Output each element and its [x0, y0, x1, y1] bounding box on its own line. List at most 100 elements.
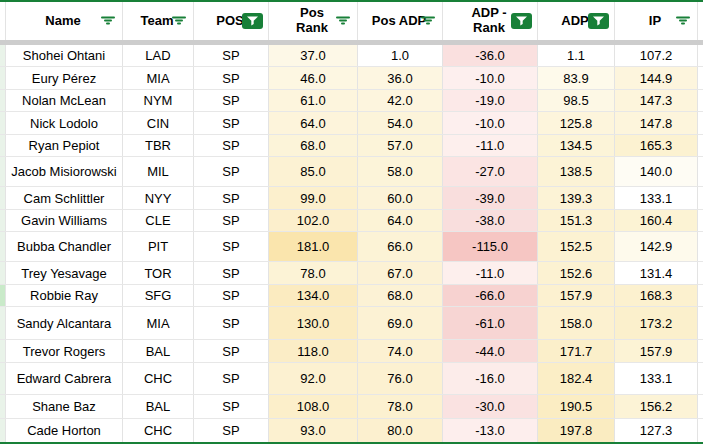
column-header-name[interactable]: Name: [6, 2, 123, 40]
cell-adp[interactable]: 83.9: [538, 67, 615, 89]
cell-adp_rank[interactable]: -30.0: [443, 395, 538, 418]
cell-pos_rank[interactable]: 93.0: [269, 419, 358, 442]
cell-ip[interactable]: 147.3: [615, 90, 698, 111]
column-header-pos_adp[interactable]: Pos ADP: [358, 2, 443, 40]
cell-adp_rank[interactable]: -39.0: [443, 187, 538, 209]
cell-adp_rank[interactable]: -66.0: [443, 285, 538, 306]
cell-adp[interactable]: 182.4: [538, 363, 615, 394]
cell-ip[interactable]: 165.3: [615, 135, 698, 156]
column-header-ip[interactable]: IP: [615, 2, 698, 40]
cell-pos_adp[interactable]: 68.0: [358, 285, 443, 306]
cell-adp_rank[interactable]: -11.0: [443, 135, 538, 156]
cell-pos_adp[interactable]: 1.0: [358, 45, 443, 66]
cell-adp_rank[interactable]: -19.0: [443, 90, 538, 111]
cell-adp_rank[interactable]: -27.0: [443, 157, 538, 186]
cell-pos_rank[interactable]: 46.0: [269, 67, 358, 89]
cell-pos_adp[interactable]: 36.0: [358, 67, 443, 89]
cell-pos_adp[interactable]: 76.0: [358, 363, 443, 394]
cell-pos[interactable]: SP: [194, 187, 269, 209]
cell-pos_rank[interactable]: 99.0: [269, 187, 358, 209]
cell-team[interactable]: CHC: [123, 363, 194, 394]
cell-pos_rank[interactable]: 78.0: [269, 262, 358, 284]
cell-adp[interactable]: 125.8: [538, 112, 615, 134]
cell-pos_adp[interactable]: 58.0: [358, 157, 443, 186]
column-header-pos[interactable]: POS: [194, 2, 269, 40]
cell-team[interactable]: MIA: [123, 67, 194, 89]
cell-adp[interactable]: 157.9: [538, 285, 615, 306]
cell-pos_rank[interactable]: 118.0: [269, 340, 358, 362]
filter-button-icon[interactable]: [588, 13, 609, 29]
cell-adp_rank[interactable]: -11.0: [443, 262, 538, 284]
cell-pos_adp[interactable]: 78.0: [358, 395, 443, 418]
cell-adp[interactable]: 1.1: [538, 45, 615, 66]
column-header-pos_rank[interactable]: Pos Rank: [269, 2, 358, 40]
cell-pos_adp[interactable]: 42.0: [358, 90, 443, 111]
column-header-team[interactable]: Team: [123, 2, 194, 40]
cell-ip[interactable]: 156.2: [615, 395, 698, 418]
cell-adp[interactable]: 139.3: [538, 187, 615, 209]
cell-ip[interactable]: 144.9: [615, 67, 698, 89]
cell-pos[interactable]: SP: [194, 90, 269, 111]
cell-pos[interactable]: SP: [194, 363, 269, 394]
cell-pos[interactable]: SP: [194, 135, 269, 156]
cell-team[interactable]: PIT: [123, 232, 194, 261]
cell-name[interactable]: Ryan Pepiot: [6, 135, 123, 156]
filter-button-icon[interactable]: [242, 13, 263, 29]
cell-pos_rank[interactable]: 92.0: [269, 363, 358, 394]
cell-pos_adp[interactable]: 54.0: [358, 112, 443, 134]
cell-team[interactable]: SFG: [123, 285, 194, 306]
cell-ip[interactable]: 107.2: [615, 45, 698, 66]
cell-adp[interactable]: 197.8: [538, 419, 615, 442]
cell-name[interactable]: Bubba Chandler: [6, 232, 123, 261]
cell-adp_rank[interactable]: -44.0: [443, 340, 538, 362]
cell-adp_rank[interactable]: -13.0: [443, 419, 538, 442]
cell-adp_rank[interactable]: -16.0: [443, 363, 538, 394]
cell-ip[interactable]: 131.4: [615, 262, 698, 284]
cell-pos_rank[interactable]: 181.0: [269, 232, 358, 261]
filter-lines-icon[interactable]: [172, 17, 186, 26]
cell-name[interactable]: Robbie Ray: [6, 285, 123, 306]
cell-ip[interactable]: 157.9: [615, 340, 698, 362]
cell-pos_adp[interactable]: 80.0: [358, 419, 443, 442]
cell-adp_rank[interactable]: -61.0: [443, 307, 538, 339]
filter-button-icon[interactable]: [511, 13, 532, 29]
cell-adp[interactable]: 171.7: [538, 340, 615, 362]
filter-lines-icon[interactable]: [336, 17, 350, 26]
cell-ip[interactable]: 160.4: [615, 210, 698, 231]
cell-team[interactable]: BAL: [123, 395, 194, 418]
cell-adp[interactable]: 158.0: [538, 307, 615, 339]
cell-ip[interactable]: 127.3: [615, 419, 698, 442]
cell-pos_rank[interactable]: 61.0: [269, 90, 358, 111]
cell-pos[interactable]: SP: [194, 340, 269, 362]
cell-ip[interactable]: 142.9: [615, 232, 698, 261]
cell-ip[interactable]: 140.0: [615, 157, 698, 186]
cell-pos[interactable]: SP: [194, 157, 269, 186]
cell-pos[interactable]: SP: [194, 262, 269, 284]
cell-team[interactable]: CHC: [123, 419, 194, 442]
cell-adp[interactable]: 152.6: [538, 262, 615, 284]
cell-pos_rank[interactable]: 85.0: [269, 157, 358, 186]
cell-adp[interactable]: 138.5: [538, 157, 615, 186]
cell-pos_rank[interactable]: 37.0: [269, 45, 358, 66]
filter-lines-icon[interactable]: [421, 17, 435, 26]
cell-pos[interactable]: SP: [194, 285, 269, 306]
column-header-adp_rank[interactable]: ADP - Rank: [443, 2, 538, 40]
cell-adp[interactable]: 151.3: [538, 210, 615, 231]
cell-team[interactable]: CIN: [123, 112, 194, 134]
cell-pos[interactable]: SP: [194, 395, 269, 418]
cell-adp[interactable]: 152.5: [538, 232, 615, 261]
cell-adp_rank[interactable]: -38.0: [443, 210, 538, 231]
column-header-adp[interactable]: ADP: [538, 2, 615, 40]
cell-team[interactable]: TOR: [123, 262, 194, 284]
cell-pos_rank[interactable]: 134.0: [269, 285, 358, 306]
cell-name[interactable]: Edward Cabrera: [6, 363, 123, 394]
cell-adp[interactable]: 134.5: [538, 135, 615, 156]
cell-pos_adp[interactable]: 64.0: [358, 210, 443, 231]
cell-team[interactable]: LAD: [123, 45, 194, 66]
cell-name[interactable]: Shane Baz: [6, 395, 123, 418]
cell-pos_rank[interactable]: 108.0: [269, 395, 358, 418]
cell-team[interactable]: MIL: [123, 157, 194, 186]
cell-ip[interactable]: 133.1: [615, 363, 698, 394]
cell-name[interactable]: Shohei Ohtani: [6, 45, 123, 66]
cell-pos[interactable]: SP: [194, 67, 269, 89]
